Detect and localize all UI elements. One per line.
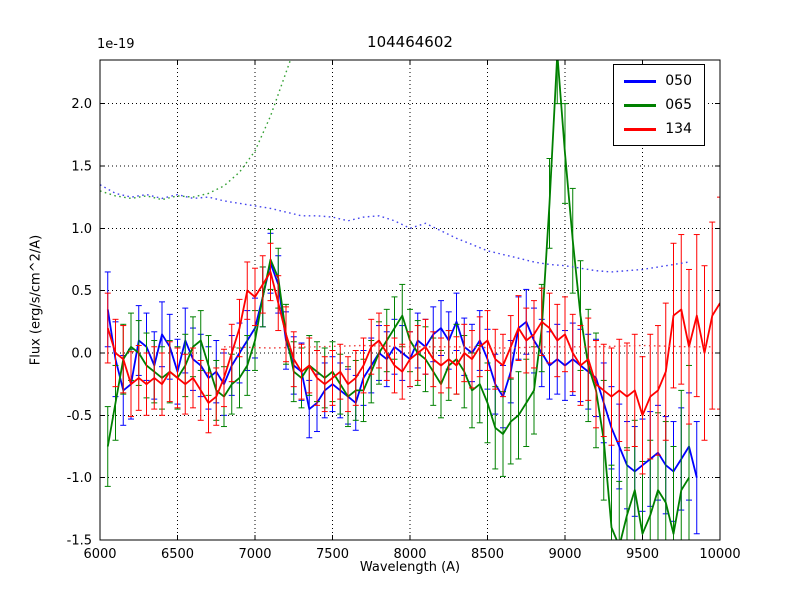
- legend-entry: 065: [624, 96, 692, 114]
- y-axis-label: Flux (erg/s/cm^2/A): [28, 234, 44, 366]
- svg-text:6500: 6500: [161, 547, 194, 562]
- chart-title: 104464602: [367, 33, 453, 51]
- svg-text:-1.0: -1.0: [67, 471, 92, 486]
- svg-text:10000: 10000: [699, 547, 740, 562]
- x-axis-label: Wavelength (A): [359, 560, 461, 575]
- legend-line-065: [624, 103, 657, 107]
- svg-text:8000: 8000: [393, 547, 426, 562]
- legend-line-134: [624, 127, 657, 131]
- svg-text:2.0: 2.0: [71, 97, 92, 112]
- svg-text:9000: 9000: [548, 547, 581, 562]
- svg-text:7000: 7000: [238, 547, 271, 562]
- svg-text:-0.5: -0.5: [67, 409, 92, 424]
- svg-text:-1.5: -1.5: [67, 534, 92, 549]
- legend-label-065: 065: [665, 97, 692, 113]
- svg-text:8500: 8500: [471, 547, 504, 562]
- svg-text:1.0: 1.0: [71, 222, 92, 237]
- svg-text:9500: 9500: [626, 547, 659, 562]
- svg-text:7500: 7500: [316, 547, 349, 562]
- legend-line-050: [624, 79, 657, 83]
- svg-text:6000: 6000: [83, 547, 116, 562]
- legend: 050 065 134: [613, 64, 705, 146]
- svg-text:1.5: 1.5: [71, 159, 92, 174]
- svg-text:0.0: 0.0: [71, 346, 92, 361]
- legend-label-134: 134: [665, 121, 692, 137]
- legend-entry: 134: [624, 120, 692, 138]
- axis-offset-label: 1e-19: [97, 37, 135, 52]
- legend-entry: 050: [624, 72, 692, 90]
- svg-text:0.5: 0.5: [71, 284, 92, 299]
- legend-label-050: 050: [665, 73, 692, 89]
